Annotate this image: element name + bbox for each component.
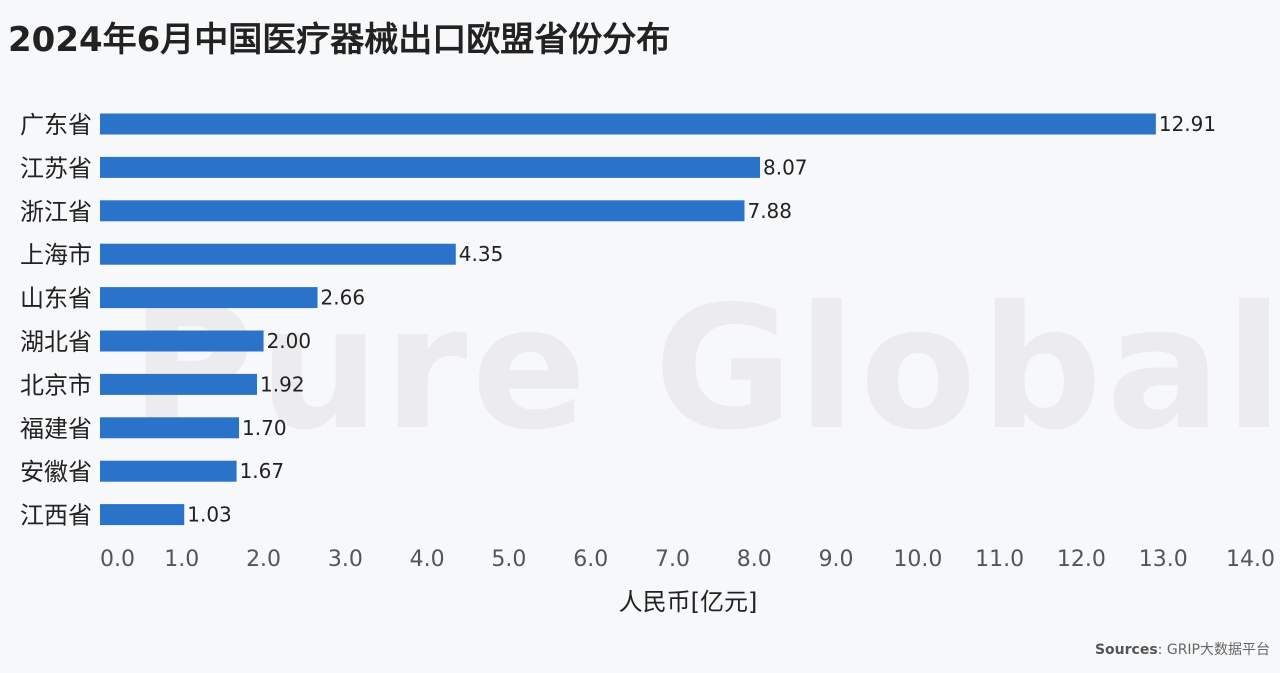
value-label: 8.07: [763, 155, 808, 179]
bar-4: [100, 287, 318, 309]
category-label: 安徽省: [20, 458, 92, 486]
category-label: 北京市: [20, 371, 92, 399]
value-label: 1.03: [187, 503, 232, 527]
watermark: Pure Global: [130, 270, 1280, 468]
x-tick-label: 11.0: [975, 547, 1024, 572]
value-label: 1.70: [242, 416, 287, 440]
category-label: 浙江省: [20, 198, 92, 226]
category-label: 上海市: [20, 241, 92, 269]
value-labels: 12.91 8.07 7.88 4.35 2.66 2.00 1.92 1.70 1.67 1.0…: [187, 112, 1216, 527]
value-label: 4.35: [459, 242, 504, 266]
bar-0: [100, 113, 1156, 135]
category-label: 江西省: [20, 502, 92, 530]
value-label: 12.91: [1159, 112, 1216, 136]
bars-group: [100, 113, 1156, 526]
category-label: 广东省: [20, 111, 92, 139]
source-label: Sources: [1094, 642, 1158, 658]
x-tick-label: 2.0: [246, 547, 281, 572]
bar-8: [100, 460, 237, 482]
value-label: 1.92: [260, 372, 305, 396]
x-tick-label: 6.0: [573, 547, 608, 572]
source-text: : GRIP大数据平台: [1157, 642, 1270, 658]
x-tick-label: 12.0: [1057, 547, 1106, 572]
value-label: 2.00: [267, 329, 312, 353]
x-tick-label: 0.0: [100, 547, 135, 572]
x-tick-labels: 0.0 1.0 2.0 3.0 4.0 5.0 6.0 7.0 8.0 9.0 10.0 11.0 12…: [100, 547, 1275, 572]
source-note: Sources: GRIP大数据平台: [1095, 639, 1270, 659]
x-tick-label: 1.0: [164, 547, 199, 572]
bar-2: [100, 200, 745, 222]
category-label: 福建省: [20, 415, 92, 443]
x-axis-label: 人民币[亿元]: [619, 588, 758, 616]
x-tick-label: 10.0: [893, 547, 942, 572]
chart-title: 2024年6月中国医疗器械出口欧盟省份分布: [8, 20, 671, 60]
x-tick-label: 4.0: [410, 547, 445, 572]
x-tick-label: 13.0: [1139, 547, 1188, 572]
category-label: 江苏省: [20, 154, 92, 182]
x-tick-label: 14.0: [1226, 547, 1275, 572]
category-label: 山东省: [20, 285, 92, 313]
value-label: 1.67: [240, 459, 285, 483]
bar-6: [100, 373, 258, 395]
x-tick-label: 9.0: [819, 547, 854, 572]
category-label: 湖北省: [20, 328, 92, 356]
bar-3: [100, 243, 456, 265]
x-tick-label: 8.0: [737, 547, 772, 572]
x-tick-label: 5.0: [491, 547, 526, 572]
bar-5: [100, 330, 264, 352]
value-label: 7.88: [747, 199, 792, 223]
bar-1: [100, 156, 761, 178]
value-label: 2.66: [321, 286, 366, 310]
x-tick-label: 3.0: [328, 547, 363, 572]
x-tick-label: 7.0: [655, 547, 690, 572]
bar-9: [100, 504, 185, 526]
bar-7: [100, 417, 240, 439]
